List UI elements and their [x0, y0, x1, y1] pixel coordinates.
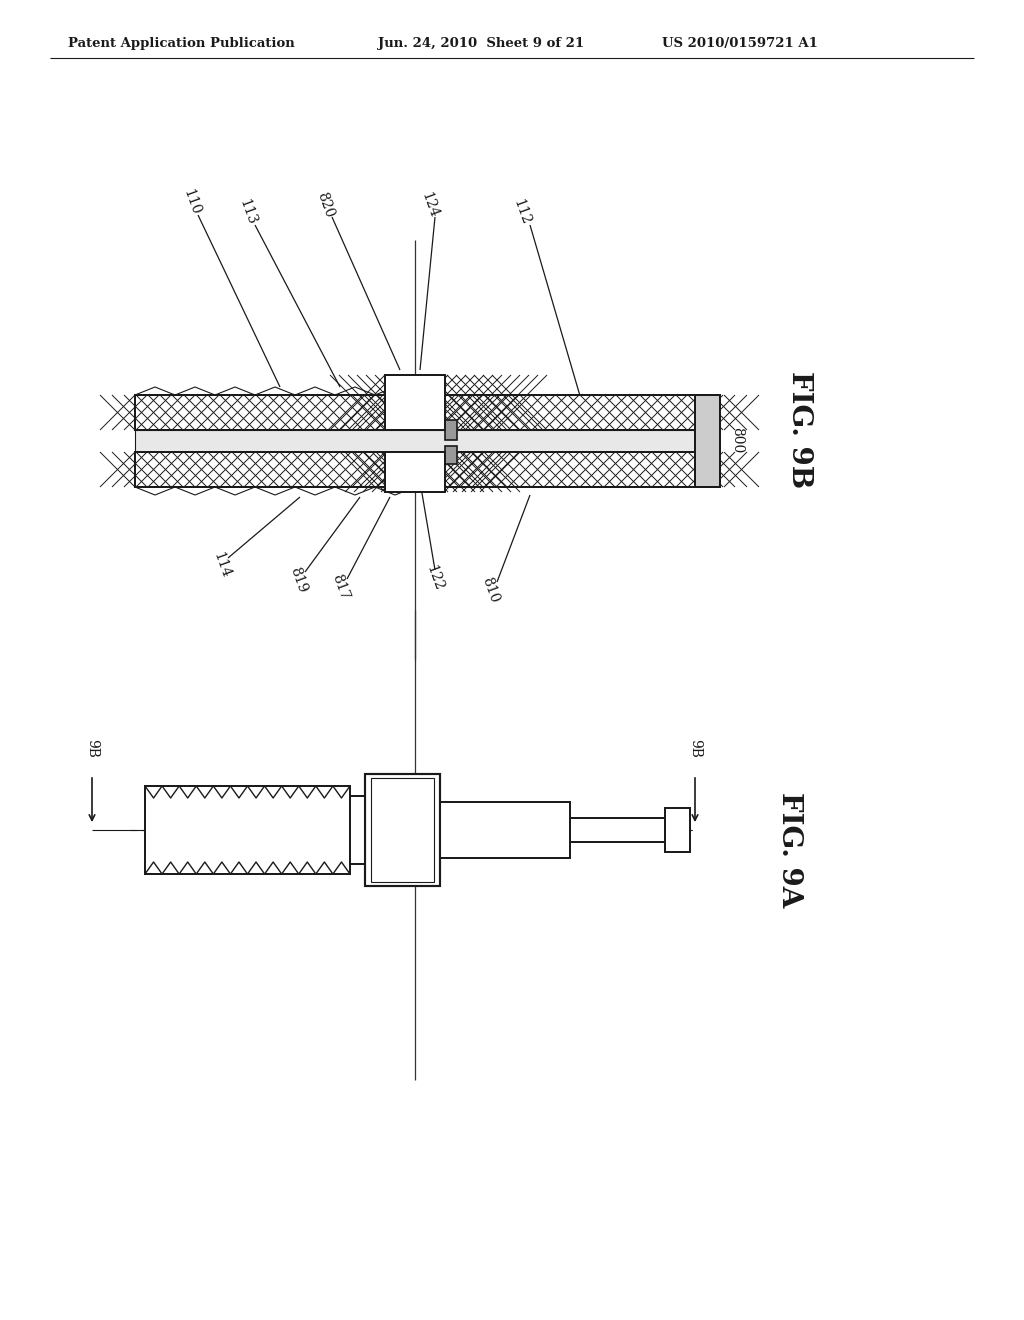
Bar — [350, 796, 365, 865]
Bar — [145, 785, 350, 874]
Text: 817: 817 — [329, 572, 351, 602]
Text: Jun. 24, 2010  Sheet 9 of 21: Jun. 24, 2010 Sheet 9 of 21 — [378, 37, 584, 50]
Text: FIG. 9A: FIG. 9A — [776, 792, 804, 908]
Text: 113: 113 — [237, 197, 259, 227]
Bar — [135, 395, 695, 430]
Text: 122: 122 — [424, 564, 446, 593]
Bar — [350, 796, 365, 865]
Text: 110: 110 — [181, 187, 203, 216]
Bar — [145, 785, 350, 874]
Bar — [385, 375, 445, 430]
Bar — [695, 395, 720, 487]
Bar — [665, 808, 690, 851]
Bar — [135, 430, 695, 451]
Text: 810: 810 — [479, 576, 501, 605]
Bar — [440, 803, 570, 858]
Text: 124: 124 — [419, 190, 441, 220]
Bar — [365, 774, 440, 886]
Bar — [570, 818, 665, 842]
Bar — [135, 451, 695, 487]
Text: 114: 114 — [211, 550, 233, 579]
Text: 112: 112 — [511, 197, 534, 227]
Bar — [570, 818, 665, 842]
Bar — [445, 420, 457, 440]
Text: 800: 800 — [730, 426, 744, 453]
Text: 9B: 9B — [85, 739, 99, 758]
Bar — [665, 808, 690, 851]
Text: 820: 820 — [314, 190, 336, 219]
Text: Patent Application Publication: Patent Application Publication — [68, 37, 295, 50]
Bar — [365, 774, 440, 886]
Text: FIG. 9B: FIG. 9B — [786, 371, 813, 488]
Bar — [385, 451, 445, 492]
Text: 9B: 9B — [688, 739, 702, 758]
Text: 819: 819 — [287, 565, 309, 595]
Bar — [371, 777, 434, 882]
Bar — [695, 395, 720, 487]
Bar — [385, 451, 445, 492]
Bar — [135, 451, 695, 487]
Text: US 2010/0159721 A1: US 2010/0159721 A1 — [662, 37, 818, 50]
Bar — [385, 375, 445, 430]
Bar — [135, 395, 695, 430]
Bar — [445, 446, 457, 465]
Bar — [440, 803, 570, 858]
